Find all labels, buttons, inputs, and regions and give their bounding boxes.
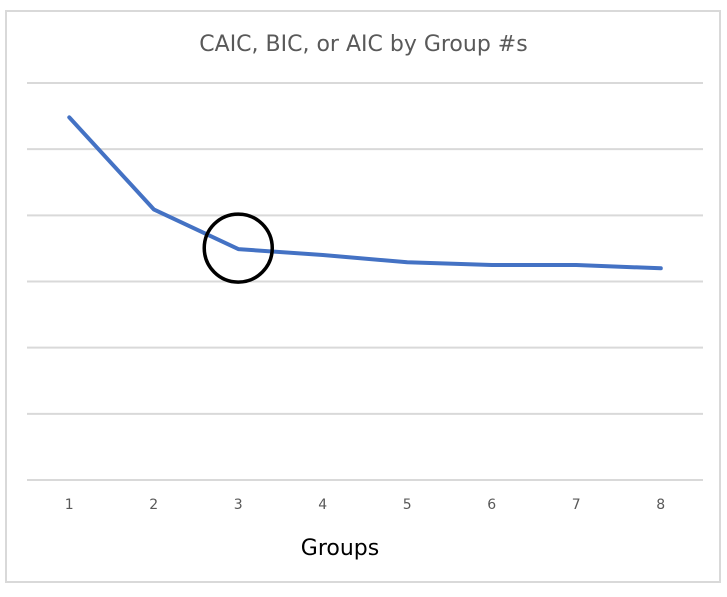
series-line bbox=[67, 115, 663, 271]
x-axis-label: Groups bbox=[300, 536, 380, 561]
x-tick-label: 2 bbox=[149, 497, 158, 513]
x-tick-label: 5 bbox=[403, 497, 412, 513]
chart-frame bbox=[5, 10, 721, 583]
x-tick-label: 8 bbox=[656, 497, 665, 513]
x-tick-label: 7 bbox=[572, 497, 581, 513]
x-tick-labels: 1 2 3 4 5 6 7 8 bbox=[65, 497, 665, 513]
x-tick-label: 6 bbox=[487, 497, 496, 513]
elbow-annotation-circle bbox=[202, 212, 274, 284]
gridlines bbox=[27, 82, 703, 481]
x-tick-label: 4 bbox=[318, 497, 327, 513]
x-tick-label: 3 bbox=[234, 497, 243, 513]
chart-title: CAIC, BIC, or AIC by Group #s bbox=[199, 32, 528, 57]
x-tick-label: 1 bbox=[65, 497, 74, 513]
